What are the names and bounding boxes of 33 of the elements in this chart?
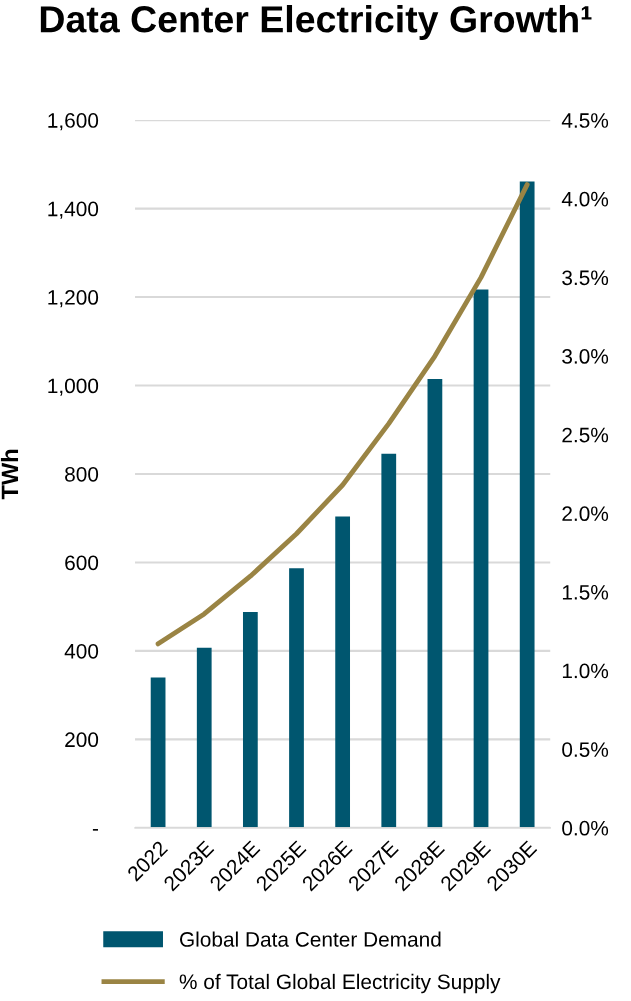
y2-tick-label: 3.0%: [562, 349, 609, 364]
bar: [427, 378, 443, 828]
y2-tick-label: 1.0%: [562, 663, 609, 679]
y-tick-label: 1,600: [48, 113, 99, 131]
y-tick-label: 600: [65, 555, 99, 571]
bar: [196, 647, 212, 828]
bar: [242, 611, 258, 828]
y2-tick-label: 2.5%: [562, 427, 609, 443]
y2-tick-label: 4.0%: [561, 191, 609, 207]
y2-tick-label: 2.0%: [562, 506, 609, 522]
bar: [473, 289, 489, 828]
bar: [519, 181, 535, 828]
y2-tick-label: 0.5%: [562, 742, 609, 757]
y2-tick-label: 4.5%: [561, 113, 609, 128]
bar: [335, 516, 351, 828]
y2-tick-label: 3.5%: [562, 270, 609, 286]
y2-tick-label: 0.0%: [562, 820, 609, 836]
bar: [381, 453, 397, 828]
line-series: [155, 182, 530, 647]
y-tick-label: 800: [65, 466, 99, 482]
y2-tick-label: 1.5%: [562, 585, 609, 600]
y-tick-label: 1,400: [48, 201, 99, 219]
y-tick-label: 400: [64, 643, 99, 659]
y-tick-label: 1,200: [48, 290, 99, 308]
legend-label: Global Data Center Demand: [180, 931, 441, 947]
bar: [289, 568, 304, 828]
y-tick-label: -: [92, 829, 98, 831]
y-tick-label: 200: [65, 732, 99, 748]
bar: [150, 677, 166, 828]
chart-title: Data Center Electricity Growth¹: [40, 5, 592, 40]
y-axis-title: TWh: [0, 449, 19, 500]
y-tick-label: 1,000: [48, 378, 99, 396]
legend-label: % of Total Global Electricity Supply: [179, 973, 501, 994]
